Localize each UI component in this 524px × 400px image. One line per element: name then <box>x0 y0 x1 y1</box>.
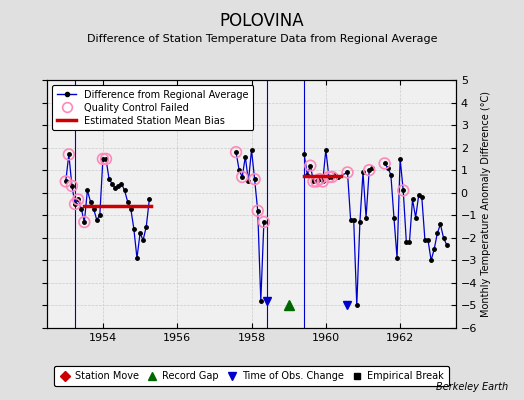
Text: POLOVINA: POLOVINA <box>220 12 304 30</box>
Point <box>238 174 246 180</box>
Point <box>328 174 336 180</box>
Point <box>64 151 73 158</box>
Point <box>232 149 240 155</box>
Point <box>61 178 70 185</box>
Point <box>80 219 89 225</box>
Point <box>365 167 374 173</box>
Legend: Station Move, Record Gap, Time of Obs. Change, Empirical Break: Station Move, Record Gap, Time of Obs. C… <box>54 366 449 386</box>
Point <box>325 174 333 180</box>
Point <box>309 178 318 185</box>
Point <box>99 156 107 162</box>
Point <box>306 162 314 169</box>
Y-axis label: Monthly Temperature Anomaly Difference (°C): Monthly Temperature Anomaly Difference (… <box>482 91 492 317</box>
Point <box>250 176 259 182</box>
Point <box>312 178 321 185</box>
Point <box>254 208 262 214</box>
Text: Difference of Station Temperature Data from Regional Average: Difference of Station Temperature Data f… <box>87 34 437 44</box>
Point <box>399 187 408 194</box>
Point <box>71 201 79 207</box>
Point <box>315 176 324 182</box>
Text: Berkeley Earth: Berkeley Earth <box>436 382 508 392</box>
Point <box>260 219 268 225</box>
Point <box>102 156 110 162</box>
Point <box>319 178 327 185</box>
Point <box>74 196 82 203</box>
Point <box>68 183 76 189</box>
Point <box>343 169 352 176</box>
Point <box>380 160 389 167</box>
Legend: Difference from Regional Average, Quality Control Failed, Estimated Station Mean: Difference from Regional Average, Qualit… <box>52 85 254 130</box>
